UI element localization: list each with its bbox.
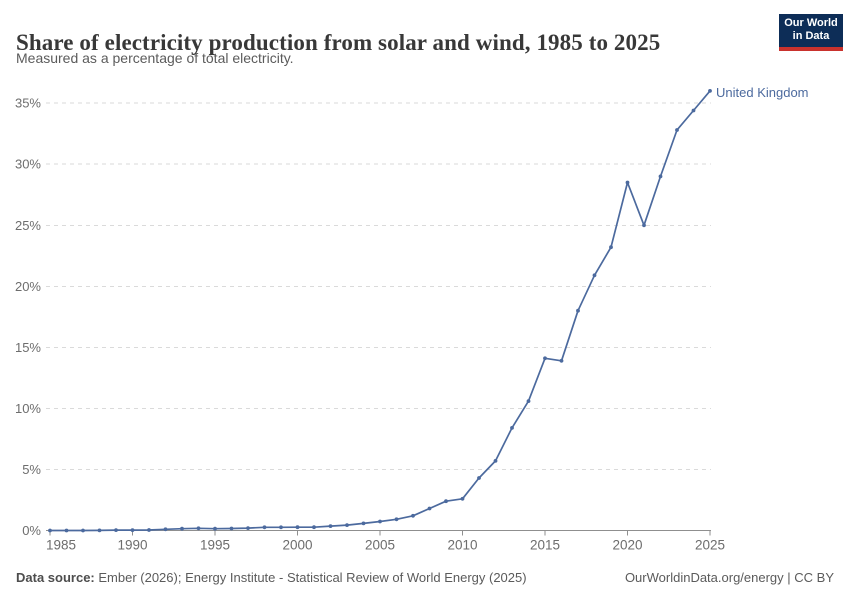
x-axis-tick-label: 2015: [530, 538, 560, 553]
chart-footer: Data source: Ember (2026); Energy Instit…: [16, 570, 834, 590]
data-point-marker: [592, 273, 597, 278]
data-point-marker: [48, 528, 52, 533]
y-axis-tick-label: 35%: [15, 96, 41, 111]
data-point-marker: [510, 426, 514, 430]
data-source-text: Ember (2026); Energy Institute - Statist…: [94, 570, 527, 585]
data-point-marker: [262, 525, 267, 530]
data-point-marker: [130, 528, 135, 532]
data-point-marker: [295, 525, 300, 530]
x-axis-tick-label: 2005: [365, 538, 395, 553]
data-point-marker: [691, 108, 696, 113]
data-point-marker: [64, 528, 69, 533]
logo-text-line2: in Data: [792, 30, 830, 42]
y-axis-tick-label: 10%: [15, 401, 41, 416]
y-axis-tick-label: 30%: [15, 157, 41, 172]
page-title: Share of electricity production from sol…: [16, 30, 661, 56]
x-axis-tick-label: 2020: [612, 538, 642, 553]
y-axis-tick-label: 0%: [22, 523, 41, 538]
data-point-marker: [427, 506, 432, 511]
data-point-marker: [493, 459, 498, 463]
data-point-marker: [559, 358, 564, 363]
data-point-marker: [279, 525, 283, 530]
x-axis-tick-label: 1990: [117, 538, 147, 553]
data-point-marker: [526, 399, 531, 403]
data-point-marker: [81, 528, 85, 533]
x-axis-tick-label: 1995: [200, 538, 230, 553]
data-point-marker: [246, 526, 250, 530]
x-axis-tick-label: 2010: [447, 538, 477, 553]
data-source-note: Data source: Ember (2026); Energy Instit…: [16, 570, 527, 585]
x-axis-tick-label: 1985: [46, 538, 76, 553]
data-point-marker: [543, 356, 547, 361]
data-point-marker: [180, 526, 184, 531]
data-point-marker: [196, 526, 201, 531]
data-point-marker: [675, 128, 679, 132]
data-point-marker: [213, 526, 217, 531]
data-point-marker: [163, 527, 168, 532]
y-axis-tick-label: 5%: [22, 462, 41, 477]
logo-accent-bar: [779, 47, 843, 51]
data-point-marker: [658, 174, 663, 179]
data-point-marker: [345, 523, 349, 527]
x-axis-tick-label: 2000: [282, 538, 312, 553]
y-axis-tick-label: 25%: [15, 218, 41, 233]
data-point-marker: [609, 245, 613, 250]
data-point-marker: [708, 89, 712, 93]
data-point-marker: [378, 519, 382, 524]
data-point-marker: [642, 223, 646, 228]
data-point-marker: [625, 180, 630, 185]
data-point-marker: [460, 496, 465, 501]
y-axis-tick-label: 15%: [15, 340, 41, 355]
data-point-marker: [477, 476, 481, 480]
uk-series-line: [49, 90, 711, 532]
data-point-marker: [394, 517, 399, 522]
data-point-marker: [444, 499, 448, 504]
data-point-marker: [114, 528, 118, 532]
owid-logo: Our World in Data: [779, 14, 843, 47]
logo-text-line1: Our World: [784, 17, 838, 29]
data-point-marker: [97, 528, 102, 533]
data-point-marker: [361, 521, 366, 526]
series-end-label: United Kingdom: [716, 85, 809, 100]
data-point-marker: [312, 525, 316, 530]
data-point-marker: [411, 513, 415, 518]
data-point-marker: [328, 524, 333, 528]
data-point-marker: [229, 526, 234, 531]
x-axis-tick-label: 2025: [695, 538, 725, 553]
chart-subtitle: Measured as a percentage of total electr…: [16, 50, 294, 66]
data-point-marker: [147, 528, 151, 532]
y-axis-tick-label: 20%: [15, 279, 41, 294]
data-point-marker: [576, 308, 580, 313]
credit-link[interactable]: OurWorldinData.org/energy | CC BY: [624, 570, 834, 585]
data-source-label: Data source:: [16, 570, 95, 585]
